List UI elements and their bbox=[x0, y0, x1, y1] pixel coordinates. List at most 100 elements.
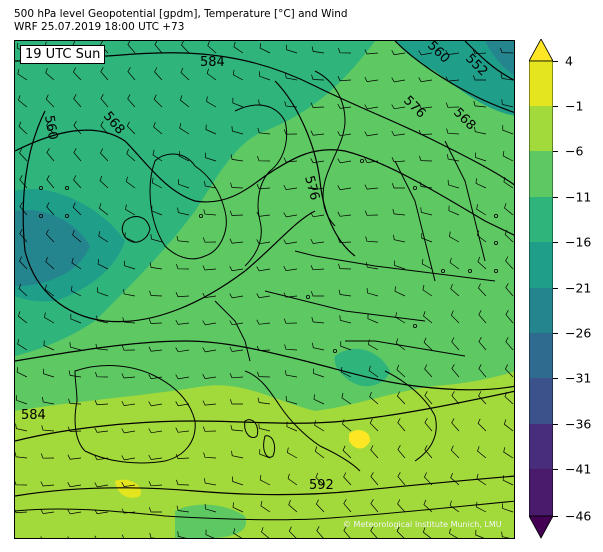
wind-barb bbox=[503, 176, 514, 189]
wind-barb bbox=[472, 49, 487, 55]
wind-barb bbox=[256, 319, 271, 325]
temp-field-plus4-italy bbox=[349, 430, 371, 449]
wind-barb bbox=[310, 212, 325, 218]
wind-barb bbox=[478, 391, 487, 405]
wind-barb bbox=[343, 526, 351, 538]
wind-barb bbox=[505, 256, 514, 270]
wind-barb bbox=[368, 365, 379, 378]
contour-label-9: 584 bbox=[21, 408, 46, 423]
wind-barb bbox=[261, 527, 270, 538]
wind-barb bbox=[287, 473, 298, 486]
wind-barb bbox=[40, 508, 55, 514]
wind-barb bbox=[449, 231, 460, 243]
wind-barb bbox=[17, 311, 28, 324]
wind-barb bbox=[256, 345, 271, 351]
wind-barb bbox=[368, 339, 379, 351]
wind-barb bbox=[337, 131, 352, 137]
wind-barb bbox=[121, 508, 136, 514]
wind-barb bbox=[45, 68, 55, 81]
wind-barb bbox=[148, 401, 163, 407]
wind-barb bbox=[392, 209, 406, 216]
wind-barb bbox=[67, 454, 82, 460]
wind-barb bbox=[121, 534, 124, 538]
wind-barb bbox=[257, 155, 271, 162]
wind-barb bbox=[94, 509, 109, 515]
wind-barb bbox=[339, 315, 352, 324]
wind-barb bbox=[449, 257, 460, 270]
contour-label-1: 584 bbox=[200, 55, 225, 70]
wind-barb bbox=[421, 258, 433, 270]
wind-barb bbox=[391, 50, 406, 56]
wind-barb bbox=[45, 229, 55, 243]
wind-barb bbox=[206, 96, 217, 108]
wind-barb bbox=[70, 285, 82, 297]
wind-barb bbox=[502, 503, 514, 513]
valid-time-label: 19 UTC Sun bbox=[20, 45, 106, 64]
contour-label-8: 576 bbox=[301, 174, 322, 202]
wind-barb bbox=[46, 202, 55, 216]
colorbar-band-4 bbox=[529, 197, 553, 242]
wind-barb bbox=[148, 507, 162, 513]
wind-barb bbox=[73, 94, 82, 108]
wind-barb bbox=[394, 286, 406, 297]
wind-barb bbox=[422, 284, 433, 297]
wind-barb bbox=[418, 50, 433, 56]
wind-barb bbox=[152, 149, 163, 162]
wind-barb bbox=[310, 265, 325, 271]
wind-barb bbox=[474, 126, 487, 135]
wind-barb bbox=[153, 94, 163, 108]
colorbar-label-1: 4 bbox=[565, 53, 573, 69]
wind-barb bbox=[45, 94, 55, 108]
wind-barb bbox=[175, 292, 190, 298]
wind-barb bbox=[230, 425, 244, 432]
wind-barb bbox=[313, 394, 325, 405]
wind-barb bbox=[288, 499, 298, 513]
wind-barb bbox=[231, 126, 244, 135]
wind-barb bbox=[284, 370, 298, 378]
wind-barb bbox=[283, 266, 298, 271]
wind-barb bbox=[126, 148, 136, 162]
wind-barb bbox=[337, 185, 352, 191]
wind-barb bbox=[310, 238, 325, 244]
colorbar-label-5: −16 bbox=[565, 234, 592, 250]
wind-barb bbox=[504, 229, 514, 243]
wind-barb bbox=[364, 210, 379, 216]
colorbar-label-3: −6 bbox=[565, 143, 584, 159]
wind-barb bbox=[310, 130, 325, 136]
wind-barb bbox=[340, 341, 352, 351]
colorbar-band-10 bbox=[529, 469, 553, 516]
wind-barb bbox=[316, 526, 324, 538]
geopotential-contours bbox=[15, 41, 514, 497]
wind-barb bbox=[391, 130, 406, 136]
wind-barb bbox=[503, 419, 514, 432]
wind-barb bbox=[154, 41, 163, 54]
wind-barb bbox=[149, 290, 163, 297]
wind-barb bbox=[397, 418, 406, 432]
wind-barb bbox=[100, 41, 109, 54]
weather-map[interactable]: 584 560 552 560 568 576 568 576 584 592 bbox=[14, 40, 515, 539]
wind-barb bbox=[42, 396, 55, 405]
wind-barb bbox=[257, 371, 271, 378]
wind-barb bbox=[94, 400, 109, 406]
wind-barb bbox=[70, 313, 82, 324]
wind-barb bbox=[257, 397, 271, 405]
wind-barb bbox=[337, 211, 352, 217]
wind-barb bbox=[97, 287, 109, 297]
wind-barb bbox=[230, 154, 244, 162]
wind-barb bbox=[94, 535, 97, 538]
wind-barb bbox=[121, 428, 136, 434]
wind-barb bbox=[418, 77, 433, 83]
wind-barb bbox=[287, 447, 298, 459]
calm-wind-markers bbox=[38, 159, 498, 353]
wind-barb bbox=[19, 148, 28, 162]
temp-field-minus16-center bbox=[334, 348, 390, 387]
wind-barb bbox=[203, 452, 217, 459]
wind-barb bbox=[396, 364, 406, 378]
wind-barb bbox=[178, 179, 190, 189]
wind-barb bbox=[370, 499, 379, 513]
wind-barb bbox=[229, 238, 244, 244]
wind-barb bbox=[46, 121, 55, 135]
wind-barb bbox=[175, 319, 190, 325]
wind-barb bbox=[364, 131, 379, 137]
wind-barb bbox=[176, 505, 190, 513]
